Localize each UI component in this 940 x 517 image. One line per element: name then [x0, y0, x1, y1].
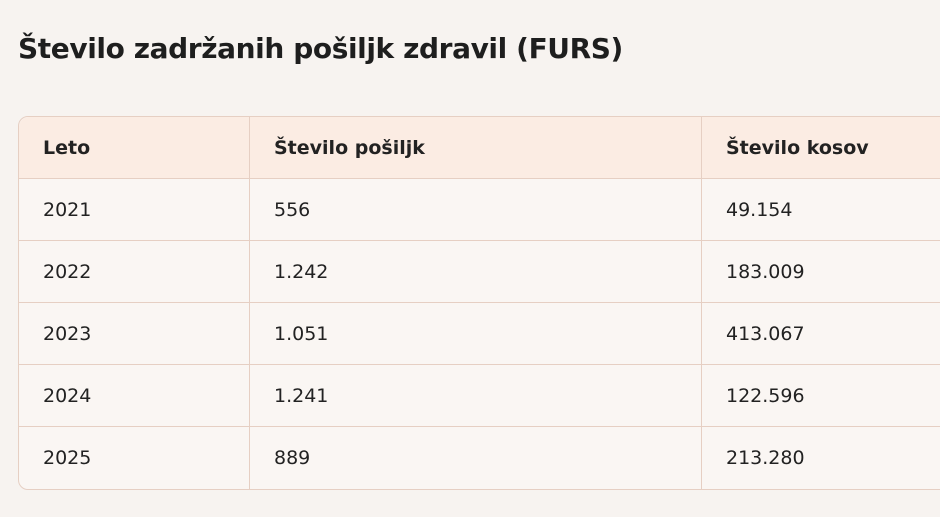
- table-cell: 413.067: [702, 303, 940, 365]
- table-row: 2025 889 213.280: [19, 427, 940, 489]
- table-cell: 122.596: [702, 365, 940, 427]
- header-row: Leto Število pošiljk Število kosov: [19, 117, 940, 179]
- column-header: Število kosov: [702, 117, 940, 179]
- data-table: Leto Število pošiljk Število kosov 2021 556…: [18, 116, 940, 490]
- table-cell: 2023: [19, 303, 250, 365]
- table-cell: 889: [250, 427, 702, 489]
- table-row: 2021 556 49.154: [19, 179, 940, 241]
- page-title: Število zadržanih pošiljk zdravil (FURS): [18, 32, 623, 65]
- table-cell: 213.280: [726, 447, 805, 469]
- table-row: 2023 1.051 413.067: [19, 303, 940, 365]
- table-row: 2024 1.241 122.596: [19, 365, 940, 427]
- table-cell: 49.154: [702, 179, 940, 241]
- table-cell: 1.051: [250, 303, 702, 365]
- table-cell: 183.009: [702, 241, 940, 303]
- table-body: 2021 556 49.154 2022 1.242 183.009 2023 1.051 41…: [19, 179, 940, 489]
- table-cell: 1.242: [250, 241, 702, 303]
- column-header: Število pošiljk: [250, 117, 702, 179]
- table-cell: 556: [250, 179, 702, 241]
- table-cell: 2025: [19, 427, 250, 489]
- table-cell: 2021: [19, 179, 250, 241]
- table-row: 2022 1.242 183.009: [19, 241, 940, 303]
- table-cell: 2024: [19, 365, 250, 427]
- table-container: Leto Število pošiljk Število kosov 2021 556…: [18, 116, 940, 496]
- column-header: Leto: [19, 117, 250, 179]
- table-cell: 2022: [19, 241, 250, 303]
- table-cell: 1.241: [250, 365, 702, 427]
